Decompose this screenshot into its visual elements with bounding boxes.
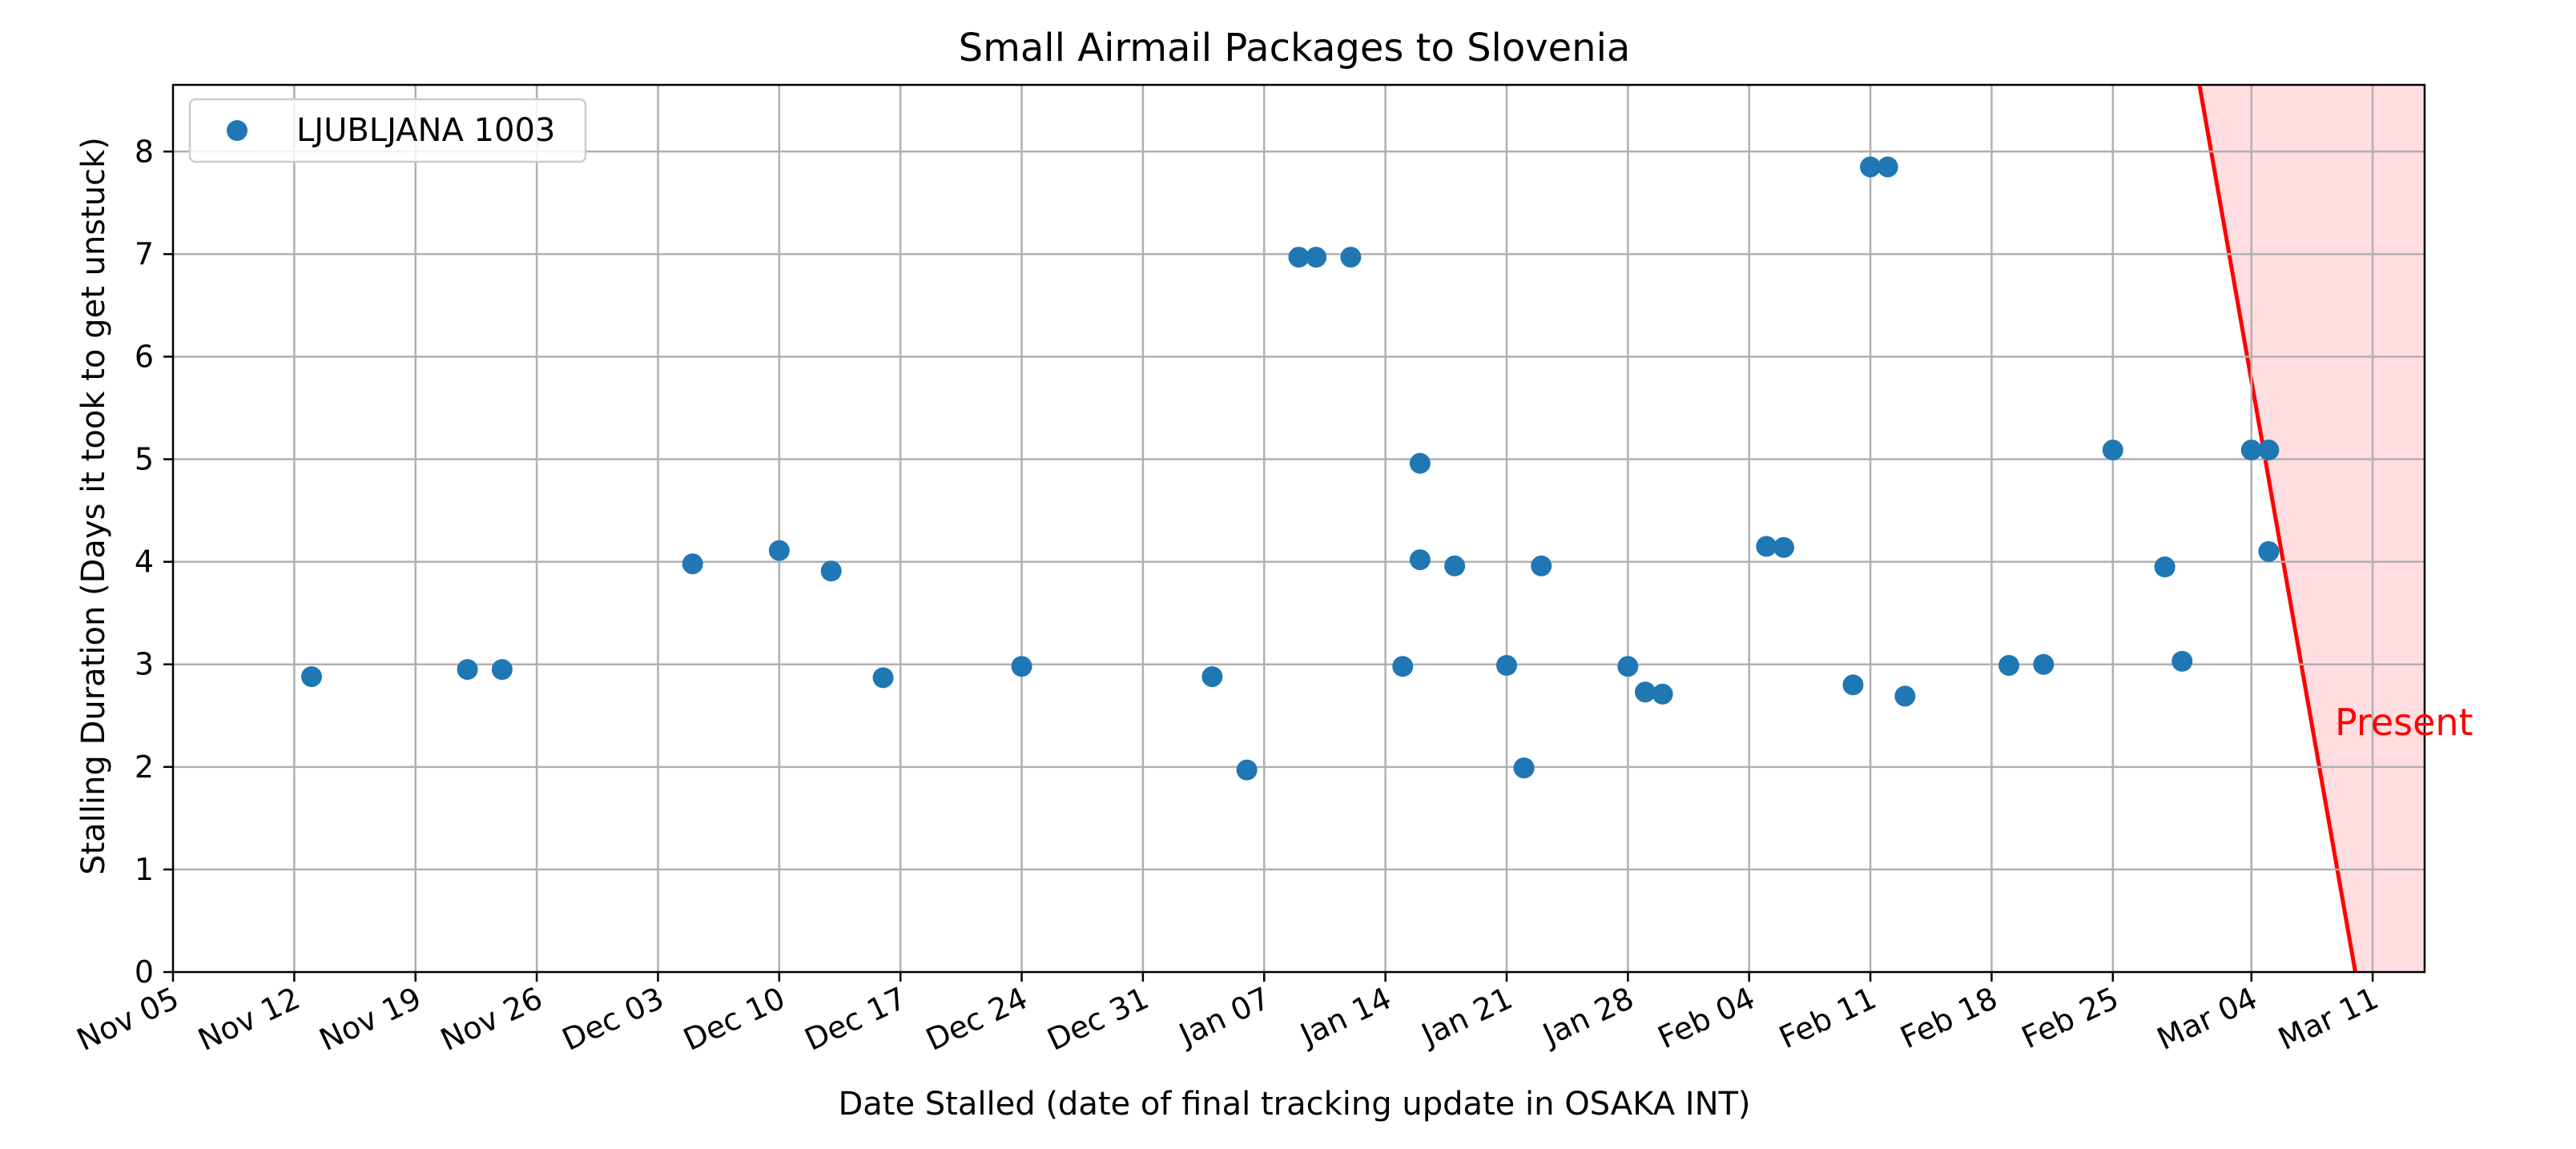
y-tick-label: 0 [135,954,154,990]
data-point [1877,156,1898,178]
legend-box [188,98,587,163]
y-tick-label: 3 [135,647,154,682]
plot-frame [171,83,2426,974]
data-point [1495,655,1517,677]
data-point [1634,681,1656,703]
data-point [872,667,894,689]
data-point [1409,452,1431,474]
data-point [300,666,322,688]
y-tick-label: 5 [135,442,154,477]
data-point [1998,655,2020,677]
data-point [1513,757,1535,779]
data-point [820,560,842,582]
legend-marker [227,120,248,141]
data-point [1617,656,1639,677]
data-point [1652,683,1673,705]
data-point [1011,656,1032,677]
legend-label: LJUBLJANA 1003 [296,112,555,149]
data-point [1409,549,1431,571]
data-point [1773,536,1794,558]
data-point [1894,685,1916,707]
y-tick-label: 1 [135,852,154,887]
data-point [1201,666,1223,688]
data-point [457,659,478,681]
x-axis-label: Date Stalled (date of final tracking upd… [838,1086,1750,1123]
data-point [2258,440,2280,461]
data-point [2240,440,2262,461]
data-point [2102,440,2123,461]
data-point [1531,555,1552,577]
data-point [2154,556,2176,578]
data-point [1756,536,1777,557]
y-tick-label: 8 [135,134,154,169]
legend: LJUBLJANA 1003 [188,98,587,163]
y-tick-label: 2 [135,749,154,785]
present-line [2197,84,2357,973]
data-point [768,540,790,561]
data-point [1340,247,1362,268]
data-point [1842,674,1864,696]
present-shaded-region [2199,85,2425,972]
data-point [2171,650,2193,672]
data-point [491,659,513,681]
data-point [2033,653,2055,675]
data-point [1236,759,1258,781]
data-point [1288,247,1310,268]
data-point [1392,656,1414,677]
data-point [1306,247,1327,268]
y-axis-label: Stalling Duration (Days it took to get u… [75,137,112,875]
data-point [1444,555,1466,577]
data-point [1860,156,1882,178]
data-point [682,553,703,575]
chart-title: Small Airmail Packages to Slovenia [959,26,1631,70]
y-tick-label: 6 [135,339,154,374]
y-tick-label: 7 [135,236,154,271]
present-annotation: Present [2335,701,2473,744]
data-point [2258,540,2280,562]
y-tick-label: 4 [135,544,154,580]
